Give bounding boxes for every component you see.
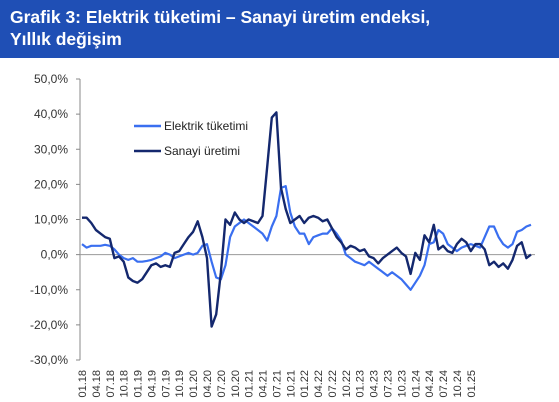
x-tick-label: 10.21 [285,370,297,398]
chart-title-line-1: Grafik 3: Elektrik tüketimi – Sanayi üre… [10,7,431,27]
chart-title-bar: Grafik 3: Elektrik tüketimi – Sanayi üre… [0,0,559,58]
x-tick-label: 01.24 [410,370,422,398]
x-tick-label: 07.19 [160,370,172,398]
series-lines [81,111,532,328]
x-tick-label: 01.19 [133,370,145,398]
x-tick-label: 04.20 [202,370,214,398]
y-tick-label: 0,0% [41,248,69,262]
y-tick-label: -10,0% [30,283,68,297]
series-line-sanayi [82,111,532,328]
x-tick-label: 04.23 [369,370,381,398]
x-tick-label: 04.19 [146,370,158,398]
x-tick-label: 07.22 [327,370,339,398]
x-tick-label: 04.18 [91,370,103,398]
x-tick-label: 07.21 [271,370,283,398]
x-tick-label: 01.23 [355,370,367,398]
x-tick-label: 01.20 [188,370,200,398]
x-tick-label: 04.21 [258,370,270,398]
y-tick-label: 40,0% [34,107,68,121]
y-tick-label: 10,0% [34,213,68,227]
line-chart: 50,0% 40,0% 30,0% 20,0% 10,0% 0,0% -10,0% -20,0… [30,72,535,398]
x-tick-label: 10.22 [341,370,353,398]
x-tick-label: 10.23 [396,370,408,398]
x-tick-label: 01.22 [299,370,311,398]
y-tick-label: 50,0% [34,72,68,86]
x-tick-label: 01.25 [466,370,478,398]
y-tick-label: -30,0% [30,353,68,367]
x-tick-label: 07.20 [216,370,228,398]
x-tick-label: 04.22 [313,370,325,398]
series-line-elektrik [81,185,532,291]
x-tick-label: 10.19 [174,370,186,398]
y-tick-label: -20,0% [30,318,68,332]
x-axis-ticks: 01.18 04.18 07.18 10.18 01.19 04.19 07.19 10.19… [77,370,478,398]
legend-label: Sanayi üretimi [164,144,240,158]
x-tick-label: 10.24 [452,370,464,398]
chart-title-line-2: Yıllık değişim [10,29,122,49]
x-tick-label: 10.20 [230,370,242,398]
y-tick-label: 20,0% [34,177,68,191]
x-tick-label: 01.18 [77,370,89,398]
legend-label: Elektrik tüketimi [164,119,248,133]
x-tick-label: 07.23 [383,370,395,398]
x-tick-label: 01.21 [244,370,256,398]
y-tick-label: 30,0% [34,142,68,156]
x-tick-label: 10.18 [119,370,131,398]
x-tick-label: 07.24 [438,370,450,398]
y-axis-ticks: 50,0% 40,0% 30,0% 20,0% 10,0% 0,0% -10,0% -20,0… [30,72,80,367]
x-tick-label: 04.24 [424,370,436,398]
x-tick-label: 07.18 [105,370,117,398]
chart-legend: Elektrik tüketimi Sanayi üretimi [134,119,248,158]
